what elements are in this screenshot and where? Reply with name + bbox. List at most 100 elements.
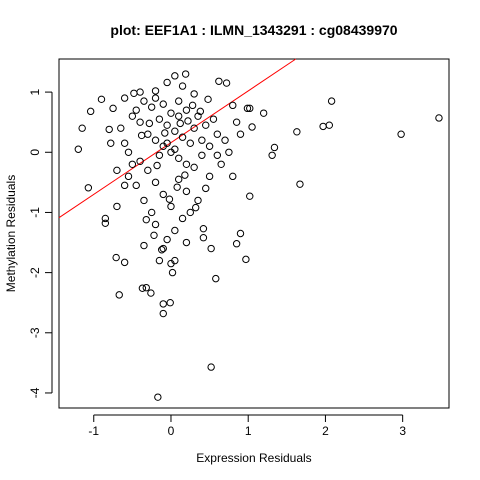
data-point [128,112,137,120]
data-point [163,139,171,147]
data-point [182,106,191,114]
x-axis: -1 0 1 2 3 [88,414,406,438]
data-point [243,104,252,113]
data-point [101,214,110,223]
data-point [130,89,138,97]
data-point [212,274,220,283]
data-point [325,121,333,129]
data-point [165,195,174,203]
data-point [78,124,86,132]
data-point [435,114,443,122]
data-point [109,104,117,113]
data-point [84,184,93,192]
data-point [175,97,183,105]
data-point [168,268,177,277]
y-axis: -4 -3 -2 -1 0 1 [28,88,53,398]
data-point [142,215,150,224]
data-point [158,246,166,254]
data-point [107,139,115,147]
data-point [153,161,161,170]
data-point [150,231,158,240]
data-point [173,183,181,191]
data-point [190,90,198,98]
data-point [166,298,174,307]
x-axis-title: Expression Residuals [196,451,311,465]
data-point [217,160,225,169]
data-point [199,224,208,233]
y-tick-label: 0 [28,149,42,156]
data-point [213,151,222,159]
data-point [178,133,187,141]
data-point [182,160,191,169]
data-point [159,300,167,308]
data-point [163,78,171,87]
data-point [124,172,133,181]
data-point [175,112,183,120]
data-point [202,121,210,129]
data-point [142,283,150,292]
data-point [155,256,164,265]
data-point [163,235,171,244]
data-point [182,238,191,247]
data-point [296,180,304,188]
data-point [167,109,175,117]
fit-line [58,58,297,219]
data-point [327,97,336,105]
data-point [74,145,83,153]
data-point [198,151,206,159]
data-point [268,151,276,159]
data-point [140,97,148,105]
data-point [196,107,205,116]
data-point [270,143,279,152]
data-point [147,208,156,217]
data-point [178,214,187,223]
data-point [319,122,327,131]
data-point [86,107,95,116]
data-point [397,130,405,138]
data-point [209,115,218,123]
data-point [136,88,144,96]
y-tick-label: -2 [28,267,42,278]
data-point [151,178,160,187]
data-point [242,255,250,264]
data-point [186,208,194,217]
data-point [171,127,179,135]
data-point [171,226,179,235]
data-point [199,234,208,242]
data-point [128,160,137,169]
data-point [259,109,268,117]
data-point [115,291,123,299]
data-point [181,70,190,78]
data-point [124,148,133,156]
data-point [144,166,152,175]
data-point [154,393,162,401]
y-axis-title: Methylation Residuals [4,175,18,292]
data-point [204,95,212,104]
data-point [120,139,129,147]
data-point [229,101,237,110]
data-point [136,157,144,165]
data-point [161,129,169,137]
data-point [194,112,202,120]
y-tick-label: -1 [28,207,42,218]
data-point [194,196,202,205]
data-point [190,124,198,132]
data-point [191,203,200,212]
data-point [159,100,167,108]
data-point [112,253,120,262]
data-point [120,258,129,267]
x-tick-label: 2 [322,424,329,438]
data-point [151,94,160,102]
data-point [151,87,160,95]
data-point [186,139,194,147]
data-point [181,171,189,179]
points-layer [74,70,443,401]
data-point [232,118,241,126]
data-point [101,219,110,227]
data-point [171,145,179,153]
data-point [236,130,245,138]
data-point [246,104,254,113]
data-point [163,121,171,129]
data-point [147,103,156,111]
